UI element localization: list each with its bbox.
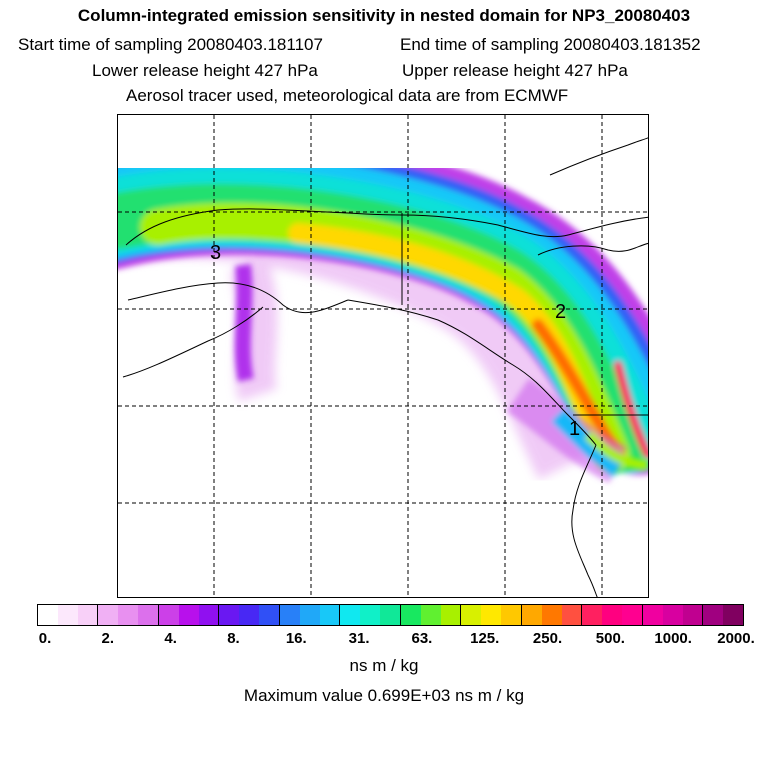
color-scale-cell <box>420 605 441 625</box>
color-scale-cell <box>723 605 743 625</box>
color-scale-tick-label: 16. <box>285 630 307 647</box>
color-scale-cell <box>157 605 179 625</box>
units-label: ns m / kg <box>349 656 419 675</box>
color-scale-tick-label: 8. <box>227 630 240 647</box>
color-scale-cell <box>118 605 139 625</box>
color-scale-cell <box>380 605 400 625</box>
color-scale-cell <box>440 605 461 625</box>
map-label-1: 1 <box>569 418 580 440</box>
color-scale-cell <box>682 605 703 625</box>
color-scale-cell <box>339 605 361 625</box>
lower-release-height-label: Lower release height 427 hPa <box>92 61 318 80</box>
color-scale-cell <box>501 605 521 625</box>
color-scale-cell <box>641 605 663 625</box>
color-scale-cell <box>97 605 119 625</box>
color-scale-cell <box>319 605 340 625</box>
color-scale-cell <box>360 605 381 625</box>
color-scale-cell <box>178 605 199 625</box>
color-scale-cell <box>541 605 562 625</box>
color-scale-cell <box>299 605 320 625</box>
color-scale-cell <box>138 605 158 625</box>
color-scale-tick-label: 0. <box>38 630 52 647</box>
start-time-label: Start time of sampling 20080403.181107 <box>18 35 323 54</box>
color-scale-cell <box>662 605 683 625</box>
color-scale-tick-label: 63. <box>411 630 433 647</box>
color-scale-cell <box>561 605 582 625</box>
color-scale-cell <box>38 605 58 625</box>
sensitivity-plume-tail <box>234 264 648 483</box>
color-scale-cell <box>278 605 300 625</box>
color-scale-tick-label: 500. <box>595 630 625 647</box>
color-scale-tick-label: 2. <box>101 630 115 647</box>
color-scale-tick-label: 250. <box>532 630 563 647</box>
color-scale-cell <box>57 605 78 625</box>
color-scale-cell <box>239 605 260 625</box>
color-scale-tick-label: 1000. <box>654 630 692 647</box>
color-scale-cell <box>622 605 642 625</box>
coastlines <box>122 137 648 597</box>
color-scale-cell <box>520 605 542 625</box>
color-scale-cell <box>77 605 98 625</box>
color-scale-tick-label: 4. <box>164 630 177 647</box>
color-scale-cell <box>581 605 603 625</box>
color-scale-cell <box>602 605 623 625</box>
map-label-2: 2 <box>555 301 566 323</box>
sensitivity-map: 3 2 1 <box>117 114 649 598</box>
color-scale-cell <box>481 605 502 625</box>
map-label-3: 3 <box>210 242 221 264</box>
upper-release-height-label: Upper release height 427 hPa <box>402 61 628 80</box>
lat-lon-grid <box>118 115 648 597</box>
page-title: Column-integrated emission sensitivity i… <box>77 6 691 25</box>
color-scale-cell <box>259 605 279 625</box>
color-scale-cell <box>702 605 724 625</box>
color-scale-tick-label: 2000. <box>717 630 755 647</box>
color-scale-tick-label: 125. <box>470 630 500 647</box>
end-time-label: End time of sampling 20080403.181352 <box>400 35 701 54</box>
color-scale-cell <box>399 605 421 625</box>
color-scale-tick-label: 31. <box>348 630 370 647</box>
tracer-info-label: Aerosol tracer used, meteorological data… <box>126 86 569 105</box>
color-scale-bar <box>37 604 744 626</box>
color-scale-cell <box>460 605 482 625</box>
maximum-value-label: Maximum value 0.699E+03 ns m / kg <box>243 686 525 705</box>
color-scale-cell <box>198 605 219 625</box>
color-scale-cell <box>218 605 240 625</box>
